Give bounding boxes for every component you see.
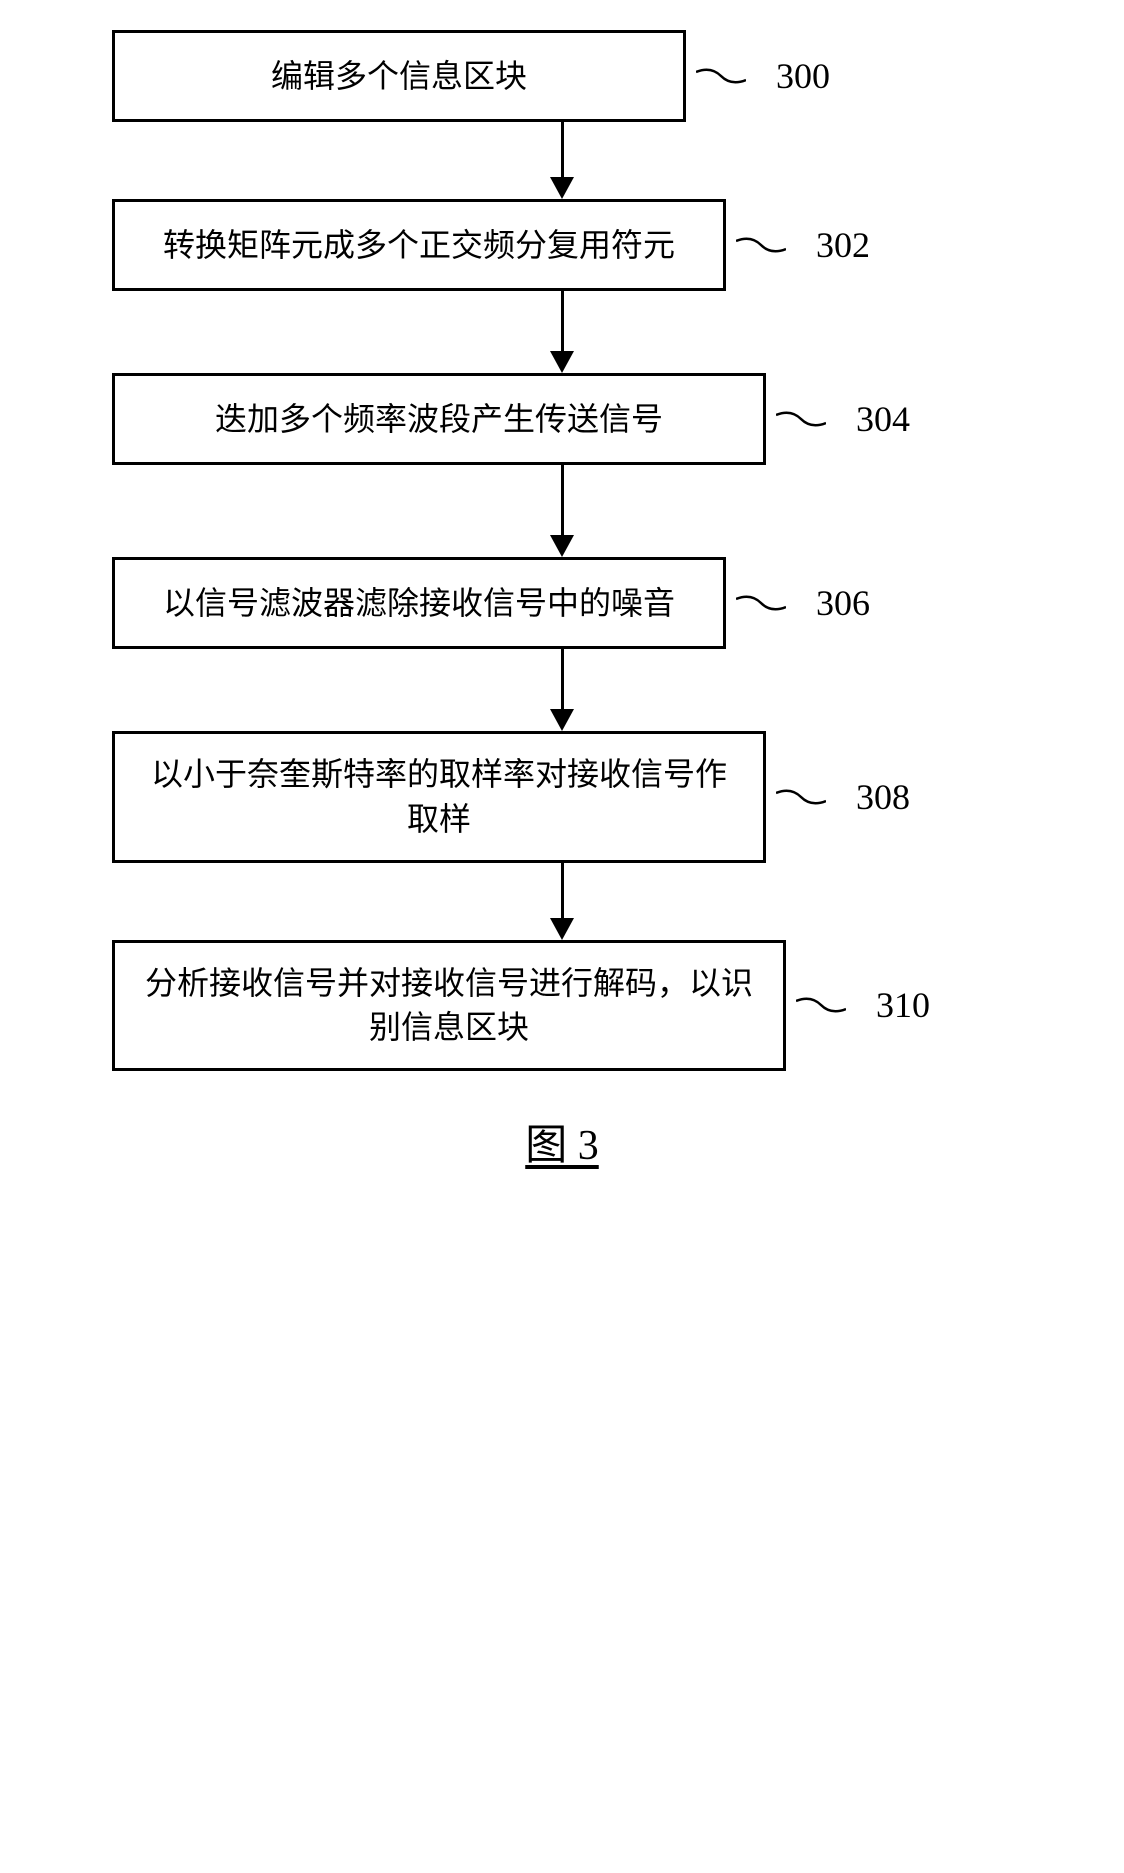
flow-box-302: 转换矩阵元成多个正交频分复用符元 (112, 199, 726, 291)
flow-label: 304 (856, 398, 910, 440)
arrow-head-icon (550, 351, 574, 373)
flow-box-304: 迭加多个频率波段产生传送信号 (112, 373, 766, 465)
connector: 308 (776, 776, 910, 818)
flow-row: 分析接收信号并对接收信号进行解码，以识别信息区块 310 (112, 940, 1012, 1072)
flow-label: 306 (816, 582, 870, 624)
curve-icon (776, 785, 826, 809)
arrow (550, 649, 574, 731)
flow-box-text: 以小于奈奎斯特率的取样率对接收信号作取样 (139, 752, 739, 842)
flow-box-text: 编辑多个信息区块 (271, 54, 527, 99)
arrow-line (561, 863, 564, 918)
arrow (550, 122, 574, 199)
connector: 306 (736, 582, 870, 624)
arrow-line (561, 465, 564, 535)
arrow-line (561, 122, 564, 177)
flow-box-text: 迭加多个频率波段产生传送信号 (215, 397, 663, 442)
curve-icon (736, 233, 786, 257)
flow-box-308: 以小于奈奎斯特率的取样率对接收信号作取样 (112, 731, 766, 863)
connector: 310 (796, 984, 930, 1026)
flow-label: 308 (856, 776, 910, 818)
connector: 300 (696, 55, 830, 97)
arrow-head-icon (550, 918, 574, 940)
arrow-line (561, 649, 564, 709)
flowchart-container: 编辑多个信息区块 300 转换矩阵元成多个正交频分复用符元 302 迭加多个频率… (112, 30, 1012, 1071)
curve-icon (736, 591, 786, 615)
curve-icon (776, 407, 826, 431)
curve-icon (796, 993, 846, 1017)
flow-box-text: 分析接收信号并对接收信号进行解码，以识别信息区块 (139, 961, 759, 1051)
arrow (550, 863, 574, 940)
flow-row: 编辑多个信息区块 300 (112, 30, 1012, 122)
flow-box-text: 转换矩阵元成多个正交频分复用符元 (163, 223, 675, 268)
flow-box-306: 以信号滤波器滤除接收信号中的噪音 (112, 557, 726, 649)
curve-icon (696, 64, 746, 88)
connector: 304 (776, 398, 910, 440)
arrow (550, 465, 574, 557)
arrow-head-icon (550, 177, 574, 199)
arrow (550, 291, 574, 373)
flow-label: 300 (776, 55, 830, 97)
flow-row: 以信号滤波器滤除接收信号中的噪音 306 (112, 557, 1012, 649)
arrow-head-icon (550, 709, 574, 731)
flow-row: 转换矩阵元成多个正交频分复用符元 302 (112, 199, 1012, 291)
arrow-head-icon (550, 535, 574, 557)
figure-label: 图 3 (525, 1111, 599, 1172)
flow-row: 以小于奈奎斯特率的取样率对接收信号作取样 308 (112, 731, 1012, 863)
flow-row: 迭加多个频率波段产生传送信号 304 (112, 373, 1012, 465)
flow-label: 302 (816, 224, 870, 266)
flow-box-300: 编辑多个信息区块 (112, 30, 686, 122)
flow-box-310: 分析接收信号并对接收信号进行解码，以识别信息区块 (112, 940, 786, 1072)
flow-label: 310 (876, 984, 930, 1026)
arrow-line (561, 291, 564, 351)
connector: 302 (736, 224, 870, 266)
flow-box-text: 以信号滤波器滤除接收信号中的噪音 (163, 581, 675, 626)
